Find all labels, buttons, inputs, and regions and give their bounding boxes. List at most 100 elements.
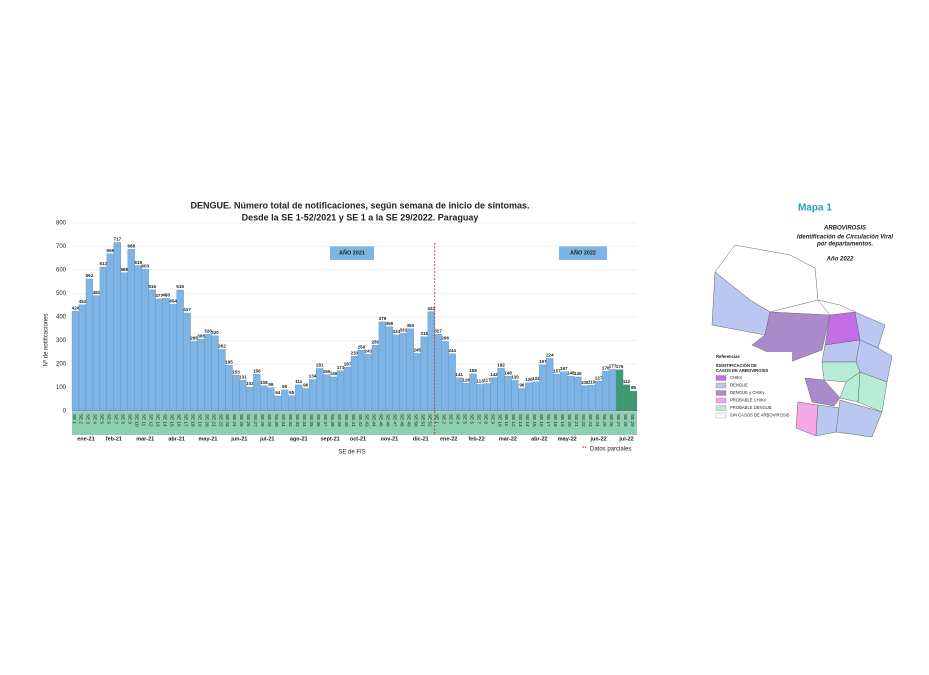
x-tick-label: SE 4 xyxy=(93,414,98,424)
bar xyxy=(295,384,303,412)
bar xyxy=(378,321,387,412)
month-label: jun-21 xyxy=(230,436,247,442)
value-label: 259 xyxy=(358,344,366,349)
value-label: 423 xyxy=(427,306,435,311)
x-tick-label: SE 16 xyxy=(539,414,544,427)
x-tick-label: SE 11 xyxy=(504,414,509,427)
value-label: 452 xyxy=(79,299,87,304)
legend-label: CHIKv xyxy=(730,375,743,380)
x-tick-label: SE 9 xyxy=(490,414,495,424)
y-tick-label: 300 xyxy=(56,338,67,344)
x-tick-label: SE 46 xyxy=(386,414,391,427)
value-label: 181 xyxy=(316,363,324,368)
bar xyxy=(518,388,526,412)
value-label: 417 xyxy=(183,307,191,312)
value-label: 141 xyxy=(455,372,463,377)
region xyxy=(839,371,861,403)
x-tick-label: SE 26 xyxy=(246,414,251,427)
y-tick-label: 600 xyxy=(56,268,67,274)
value-label: 603 xyxy=(141,264,149,269)
value-label: 113 xyxy=(476,379,484,384)
y-tick-label: 400 xyxy=(56,315,67,321)
value-label: 562 xyxy=(86,273,94,278)
bar xyxy=(601,370,610,412)
bar xyxy=(246,386,254,412)
x-tick-label: SE 19 xyxy=(197,414,202,427)
month-label: ene-21 xyxy=(77,436,94,442)
value-label: 326 xyxy=(204,329,212,334)
value-label: 515 xyxy=(176,284,184,289)
y-tick-label: 700 xyxy=(56,244,67,250)
bar xyxy=(162,298,170,412)
legend-label: DENGUE xyxy=(730,383,748,388)
bar xyxy=(315,368,324,412)
value-label: 331 xyxy=(399,327,407,332)
x-tick-label: SE 1 xyxy=(434,414,439,424)
x-tick-label: SE 14 xyxy=(525,414,530,427)
bar xyxy=(350,356,359,412)
x-tick-label: SE 7 xyxy=(114,414,119,424)
bar xyxy=(448,353,456,412)
bar xyxy=(85,278,94,412)
x-tick-label: SE 22 xyxy=(218,414,223,427)
bar xyxy=(71,311,80,412)
value-label: 245 xyxy=(413,348,421,353)
x-tick-label: SE 36 xyxy=(316,414,321,427)
bar xyxy=(197,338,205,412)
month-label: feb-22 xyxy=(468,436,484,442)
legend-label: DENGUE y CHIKv xyxy=(730,390,765,395)
x-tick-label: SE 27 xyxy=(253,414,258,427)
bar xyxy=(588,384,596,412)
bar xyxy=(99,266,108,412)
bar xyxy=(511,380,519,412)
partial-note: Datos parciales xyxy=(590,447,631,453)
map-subheading: por departamentos. xyxy=(816,242,873,248)
legend-swatch xyxy=(715,412,727,419)
x-tick-label: SE 45 xyxy=(379,414,384,427)
value-label: 64 xyxy=(275,390,281,395)
region xyxy=(795,401,819,437)
x-tick-label: SE 9 xyxy=(128,414,133,424)
value-label: 491 xyxy=(93,290,101,295)
value-label: 156 xyxy=(253,369,261,374)
x-tick-label: SE 22 xyxy=(581,414,586,427)
x-tick-label: SE 10 xyxy=(497,414,502,427)
x-tick-label: SE 1 xyxy=(72,414,77,424)
x-tick-label: SE 24 xyxy=(232,414,237,427)
bar xyxy=(281,389,289,412)
region xyxy=(804,377,841,407)
bar xyxy=(434,334,442,412)
bar xyxy=(141,269,149,412)
region xyxy=(824,311,861,346)
bar xyxy=(329,376,338,412)
x-tick-label: SE 48 xyxy=(400,414,405,427)
bar xyxy=(615,369,624,412)
value-label: 167 xyxy=(560,366,568,371)
month-label: may-21 xyxy=(199,436,218,442)
year-box xyxy=(330,246,374,260)
bar xyxy=(553,373,561,412)
x-tick-label: SE 25 xyxy=(239,414,244,427)
x-tick-label: SE 5 xyxy=(100,414,105,424)
x-tick-label: SE 14 xyxy=(162,414,167,427)
value-label: 117 xyxy=(483,378,491,383)
x-tick-label: SE 18 xyxy=(190,414,195,427)
x-tick-label: SE 21 xyxy=(211,414,216,427)
value-label: 127 xyxy=(595,375,603,380)
value-label: 130 xyxy=(511,375,519,380)
x-tick-label: SE 31 xyxy=(281,414,286,427)
bar xyxy=(106,253,115,412)
bar xyxy=(371,345,380,412)
value-label: 134 xyxy=(309,374,317,379)
week-strip xyxy=(72,412,637,435)
x-tick-label: SE 43 xyxy=(365,414,370,427)
chart-subtitle: Desde la SE 1-52/2021 y SE 1 a la SE 29/… xyxy=(242,212,479,222)
x-tick-label: SE 2 xyxy=(79,414,84,424)
value-label: 65 xyxy=(289,390,295,395)
month-label: abr-21 xyxy=(168,436,185,442)
bar xyxy=(608,369,617,412)
value-label: 158 xyxy=(469,368,477,373)
bar xyxy=(594,381,603,412)
value-label: 131 xyxy=(239,374,247,379)
value-label: 613 xyxy=(100,261,108,266)
